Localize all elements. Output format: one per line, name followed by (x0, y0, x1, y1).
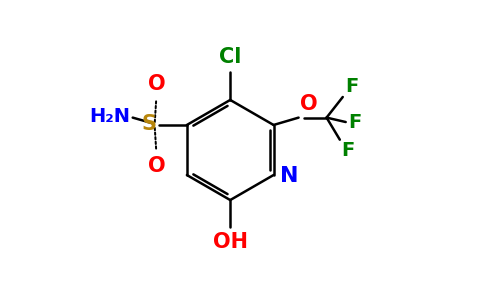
Text: OH: OH (213, 232, 248, 252)
Text: O: O (148, 156, 166, 176)
Text: O: O (300, 94, 318, 114)
Text: S: S (141, 114, 156, 134)
Text: N: N (280, 167, 299, 187)
Text: F: F (345, 76, 358, 95)
Text: O: O (148, 74, 166, 94)
Text: H₂N: H₂N (90, 106, 130, 126)
Text: F: F (341, 141, 355, 160)
Text: F: F (348, 112, 362, 131)
Text: Cl: Cl (219, 47, 242, 67)
